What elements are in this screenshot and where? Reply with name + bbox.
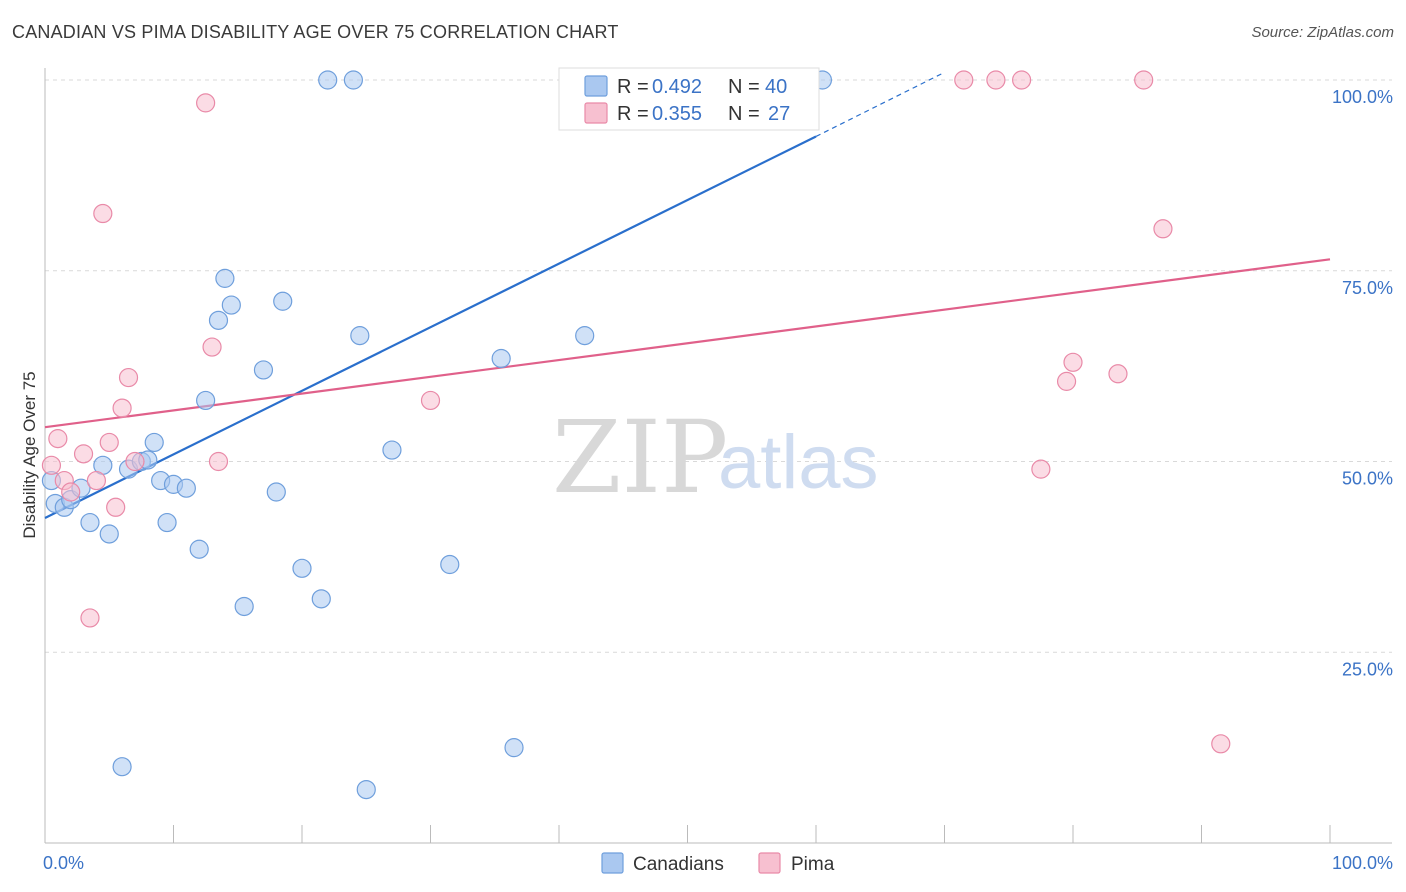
source-label: Source: ZipAtlas.com: [1251, 24, 1394, 41]
x-tick-labels: 0.0% 100.0%: [43, 853, 1393, 873]
pima-point: [86, 470, 107, 491]
y-tick-labels: 25.0% 50.0% 75.0% 100.0%: [1332, 87, 1393, 679]
canadians-point: [382, 440, 402, 460]
chart-title: CANADIAN VS PIMA DISABILITY AGE OVER 75 …: [12, 22, 619, 42]
canadians-point: [144, 432, 164, 453]
canadians-point: [208, 310, 229, 330]
pima-point: [1134, 70, 1154, 90]
pima-point: [61, 482, 81, 502]
pima-point: [1056, 371, 1077, 391]
pima-point: [48, 429, 68, 449]
y-tick-label: 100.0%: [1332, 87, 1393, 107]
legend-n-value-pima: 27: [768, 103, 790, 125]
y-tick-label: 75.0%: [1342, 278, 1393, 298]
canadians-point: [215, 268, 235, 288]
canadians-point: [491, 348, 511, 369]
canadians-point: [176, 478, 196, 498]
pima-point: [1211, 734, 1231, 754]
canadians-point: [234, 596, 254, 617]
pima-trend-line: [44, 258, 1331, 429]
pima-point: [196, 93, 216, 113]
canadians-point: [80, 512, 100, 533]
canadians-trend-line: [44, 135, 817, 519]
correlation-legend: R = 0.492 N = 40 R = 0.355 N = 27: [558, 67, 820, 131]
legend-r-label-pima: R =: [617, 103, 649, 125]
bottom-legend-swatch-pima[interactable]: [758, 852, 781, 874]
canadians-point: [343, 70, 363, 90]
x-tick-label-min: 0.0%: [43, 853, 84, 873]
canadians-point: [196, 390, 216, 411]
pima-point: [1108, 364, 1128, 384]
pima-point: [202, 337, 222, 357]
legend-swatch-pima: [584, 102, 608, 124]
canadians-point: [253, 360, 274, 380]
pima-point: [208, 451, 229, 472]
canadians-point: [440, 554, 460, 575]
pima-point: [112, 398, 132, 418]
legend-n-value-canadians: 40: [765, 76, 787, 98]
y-tick-label: 25.0%: [1342, 659, 1393, 679]
legend-r-value-pima: 0.355: [652, 103, 702, 125]
canadians-point: [157, 512, 177, 533]
watermark-atlas: atlas: [718, 420, 879, 505]
pima-point: [1063, 352, 1083, 372]
pima-point: [1031, 459, 1051, 479]
pima-point: [1011, 70, 1032, 90]
pima-point: [73, 444, 94, 464]
canadians-point: [356, 779, 376, 800]
pima-point: [41, 455, 62, 475]
canadians-point: [575, 326, 595, 346]
series-legend: Canadians Pima: [601, 852, 835, 875]
y-axis-label: Disability Age Over 75: [20, 371, 39, 538]
canadians-point: [266, 482, 286, 502]
canadians-point: [99, 524, 119, 544]
pima-point: [118, 367, 139, 388]
pima-point: [106, 497, 126, 517]
legend-r-label-canadians: R =: [617, 76, 649, 98]
legend-n-label-pima: N =: [728, 103, 760, 125]
pima-point: [954, 70, 974, 90]
canadians-point: [189, 539, 209, 559]
pima-point: [1153, 219, 1173, 239]
x-tick-label-max: 100.0%: [1332, 853, 1393, 873]
canadians-point: [350, 326, 370, 346]
legend-swatch-canadians: [584, 75, 608, 97]
canadians-point: [273, 291, 293, 311]
legend-n-label-canadians: N =: [728, 76, 760, 98]
canadians-point: [318, 70, 338, 90]
pima-point: [420, 390, 441, 411]
watermark-zip: ZIP: [552, 399, 728, 516]
y-tick-label: 50.0%: [1342, 469, 1393, 489]
bottom-legend-label-pima[interactable]: Pima: [791, 854, 835, 875]
canadians-point: [292, 558, 312, 578]
canadians-trend-extension: [815, 71, 945, 137]
legend-r-value-canadians: 0.492: [652, 76, 702, 98]
canadians-point: [112, 757, 132, 777]
pima-point: [986, 70, 1006, 90]
pima-point: [99, 432, 119, 453]
pima-point: [93, 203, 113, 224]
pima-point: [80, 608, 100, 628]
canadians-point: [504, 738, 524, 758]
pima-point: [125, 451, 145, 472]
canadians-point: [221, 295, 241, 315]
canadians-point: [311, 589, 331, 609]
grid-lines: [45, 79, 1392, 653]
bottom-legend-swatch-canadians[interactable]: [601, 852, 624, 874]
axes: [44, 68, 1392, 844]
bottom-legend-label-canadians[interactable]: Canadians: [633, 854, 724, 875]
trend-lines: [44, 71, 1331, 519]
